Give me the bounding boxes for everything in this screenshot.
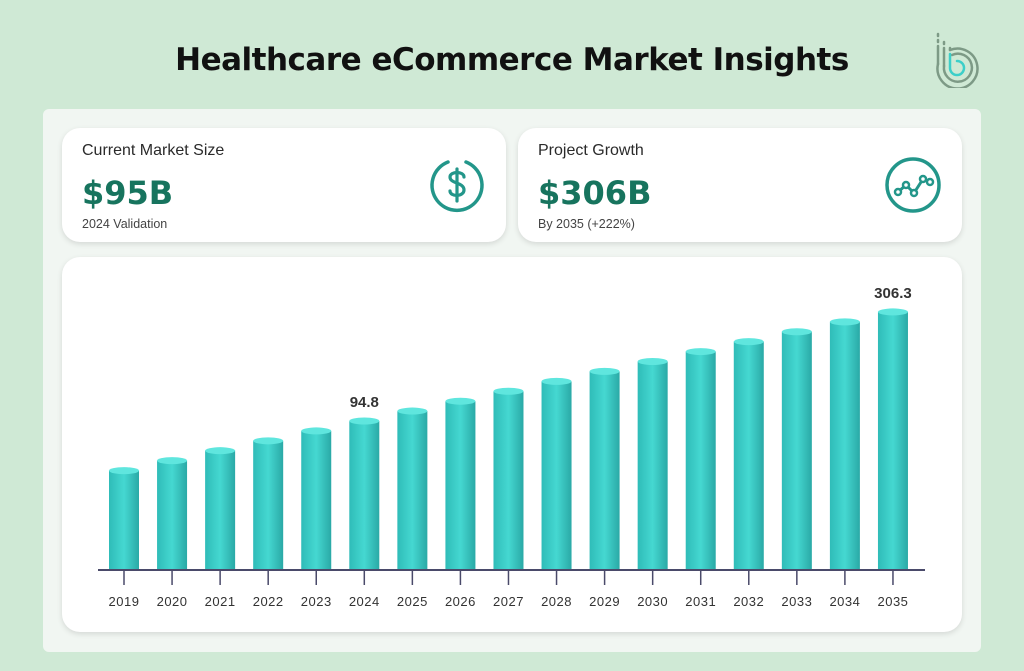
bar-2027 xyxy=(493,387,524,570)
bar-body xyxy=(589,371,620,570)
bar-2029 xyxy=(589,367,620,570)
bar-2033 xyxy=(781,328,812,570)
bar-top xyxy=(685,348,716,356)
bar-body xyxy=(445,401,476,570)
bar-2031 xyxy=(685,348,716,570)
market-size-card: Current Market Size $95B 2024 Validation xyxy=(62,128,506,242)
bar-body xyxy=(205,450,236,570)
bar-body xyxy=(349,421,380,570)
x-tick-label: 2024 xyxy=(349,594,380,609)
bar-top xyxy=(205,447,236,455)
x-tick-label: 2032 xyxy=(733,594,764,609)
x-tick-label: 2026 xyxy=(445,594,476,609)
bar-body xyxy=(733,341,764,570)
bar-2020 xyxy=(157,457,188,570)
bar-2035 xyxy=(877,308,908,570)
bar-body xyxy=(541,381,572,570)
bar-top xyxy=(877,308,908,316)
x-tick-label: 2034 xyxy=(829,594,860,609)
bar-2030 xyxy=(637,358,668,570)
bar-top xyxy=(733,338,764,346)
x-tick-label: 2022 xyxy=(253,594,284,609)
bar-body xyxy=(829,321,860,570)
bar-top xyxy=(397,407,428,415)
bar-2025 xyxy=(397,407,428,570)
bar-body xyxy=(781,331,812,570)
bar-top xyxy=(445,397,476,405)
card-subtext: By 2035 (+222%) xyxy=(538,217,635,231)
card-value: $306B xyxy=(538,174,652,212)
bar-body xyxy=(301,430,332,570)
card-subtext: 2024 Validation xyxy=(82,217,168,231)
x-tick-label: 2025 xyxy=(397,594,428,609)
bar-top xyxy=(301,427,332,435)
bar-2024 xyxy=(349,417,380,570)
data-label: 306.3 xyxy=(874,285,912,302)
dollar-circle-icon xyxy=(430,160,484,213)
x-tick-label: 2028 xyxy=(541,594,572,609)
bar-top xyxy=(637,358,668,366)
bar-top xyxy=(589,367,620,375)
x-tick-label: 2023 xyxy=(301,594,332,609)
bar-body xyxy=(877,311,908,570)
bar-2019 xyxy=(109,467,139,570)
x-tick-label: 2020 xyxy=(157,594,188,609)
x-tick-label: 2035 xyxy=(877,594,908,609)
b-logo-icon xyxy=(936,32,979,88)
card-label: Current Market Size xyxy=(82,142,225,159)
bar-2028 xyxy=(541,377,572,570)
x-tick-label: 2030 xyxy=(637,594,668,609)
bar-chart: 94.8 306.3 2019 2020 2021 2022 2023 2024 2025 20… xyxy=(98,285,925,609)
card-value: $95B xyxy=(82,174,174,212)
growth-card: Project Growth $306B By 2035 (+222%) xyxy=(518,128,962,242)
bar-body xyxy=(637,361,668,570)
x-tick-label: 2029 xyxy=(589,594,620,609)
bar-top xyxy=(253,437,284,445)
card-label: Project Growth xyxy=(538,142,644,159)
bar-body xyxy=(109,470,139,570)
bar-2023 xyxy=(301,427,332,570)
x-tick-label: 2019 xyxy=(109,594,140,609)
bar-body xyxy=(397,411,428,570)
bar-top xyxy=(541,377,572,385)
x-tick-label: 2027 xyxy=(493,594,524,609)
chart-card: 94.8 306.3 2019 2020 2021 2022 2023 2024 2025 20… xyxy=(62,257,962,632)
bar-top xyxy=(493,387,524,395)
data-label: 94.8 xyxy=(350,394,379,411)
bar-2032 xyxy=(733,338,764,570)
bar-2034 xyxy=(829,318,860,570)
x-tick-label: 2031 xyxy=(685,594,716,609)
bar-2026 xyxy=(445,397,476,570)
x-tick-label: 2033 xyxy=(781,594,812,609)
bar-2021 xyxy=(205,447,236,570)
bar-top xyxy=(157,457,188,465)
bar-body xyxy=(157,460,188,570)
bar-top xyxy=(109,467,139,475)
line-growth-circle-icon xyxy=(885,157,941,213)
page-title: Healthcare eCommerce Market Insights xyxy=(175,42,849,78)
bar-body xyxy=(253,440,284,570)
bar-top xyxy=(781,328,812,336)
bar-2022 xyxy=(253,437,284,570)
bar-body xyxy=(685,351,716,570)
bar-body xyxy=(493,391,524,570)
x-tick-label: 2021 xyxy=(205,594,236,609)
bar-top xyxy=(349,417,380,425)
bar-top xyxy=(829,318,860,326)
